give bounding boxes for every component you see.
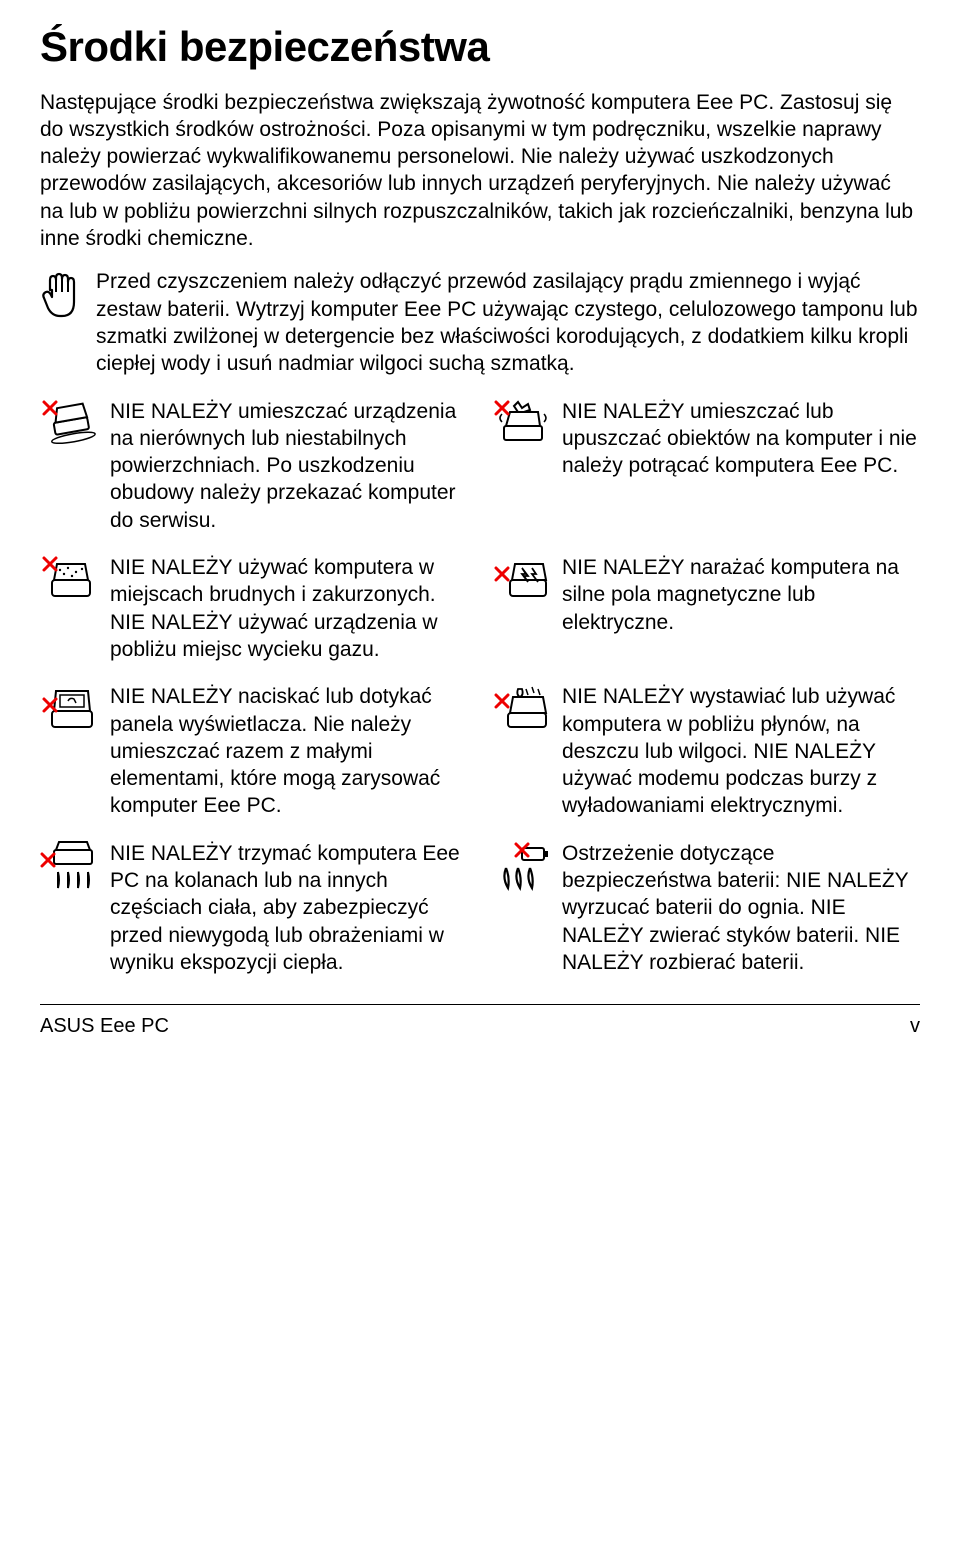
touch-screen-icon: [40, 683, 102, 739]
warning-magnetic-text: NIE NALEŻY narażać komputera na silne po…: [562, 554, 920, 636]
lap-heat-icon: [40, 840, 102, 896]
warning-battery-text: Ostrzeżenie dotyczące bezpieczeństwa bat…: [562, 840, 920, 976]
dirty-dusty-icon: [40, 554, 102, 610]
footer-brand: ASUS Eee PC: [40, 1013, 169, 1039]
warning-touch-screen: NIE NALEŻY naciskać lub dotykać panela w…: [40, 683, 468, 819]
warning-drop-text: NIE NALEŻY umieszczać lub upuszczać obie…: [562, 398, 920, 480]
warning-magnetic: NIE NALEŻY narażać komputera na silne po…: [492, 554, 920, 663]
warnings-grid: NIE NALEŻY umieszczać urządzenia na nier…: [40, 398, 920, 977]
warning-rain-text: NIE NALEŻY wystawiać lub używać komputer…: [562, 683, 920, 819]
page-title: Środki bezpieczeństwa: [40, 20, 920, 75]
warning-touch-text: NIE NALEŻY naciskać lub dotykać panela w…: [110, 683, 468, 819]
uneven-surface-icon: [40, 398, 102, 454]
warning-rain: NIE NALEŻY wystawiać lub używać komputer…: [492, 683, 920, 819]
warning-lap-text: NIE NALEŻY trzymać komputera Eee PC na k…: [110, 840, 468, 976]
magnetic-field-icon: [492, 554, 554, 610]
footer-page-number: v: [910, 1013, 920, 1039]
drop-objects-icon: [492, 398, 554, 454]
hand-stop-icon: [40, 270, 82, 324]
warning-lap: NIE NALEŻY trzymać komputera Eee PC na k…: [40, 840, 468, 976]
rain-liquid-icon: [492, 683, 554, 739]
warning-dirty-text: NIE NALEŻY używać komputera w miejscach …: [110, 554, 468, 663]
warning-uneven-surface: NIE NALEŻY umieszczać urządzenia na nier…: [40, 398, 468, 534]
cleaning-note-text: Przed czyszczeniem należy odłączyć przew…: [96, 268, 920, 377]
page-footer: ASUS Eee PC v: [40, 1004, 920, 1055]
battery-fire-icon: [492, 840, 554, 896]
cleaning-note: Przed czyszczeniem należy odłączyć przew…: [40, 268, 920, 377]
warning-dirty: NIE NALEŻY używać komputera w miejscach …: [40, 554, 468, 663]
intro-paragraph: Następujące środki bezpieczeństwa zwięks…: [40, 89, 920, 253]
warning-uneven-text: NIE NALEŻY umieszczać urządzenia na nier…: [110, 398, 468, 534]
warning-drop-objects: NIE NALEŻY umieszczać lub upuszczać obie…: [492, 398, 920, 534]
warning-battery: Ostrzeżenie dotyczące bezpieczeństwa bat…: [492, 840, 920, 976]
